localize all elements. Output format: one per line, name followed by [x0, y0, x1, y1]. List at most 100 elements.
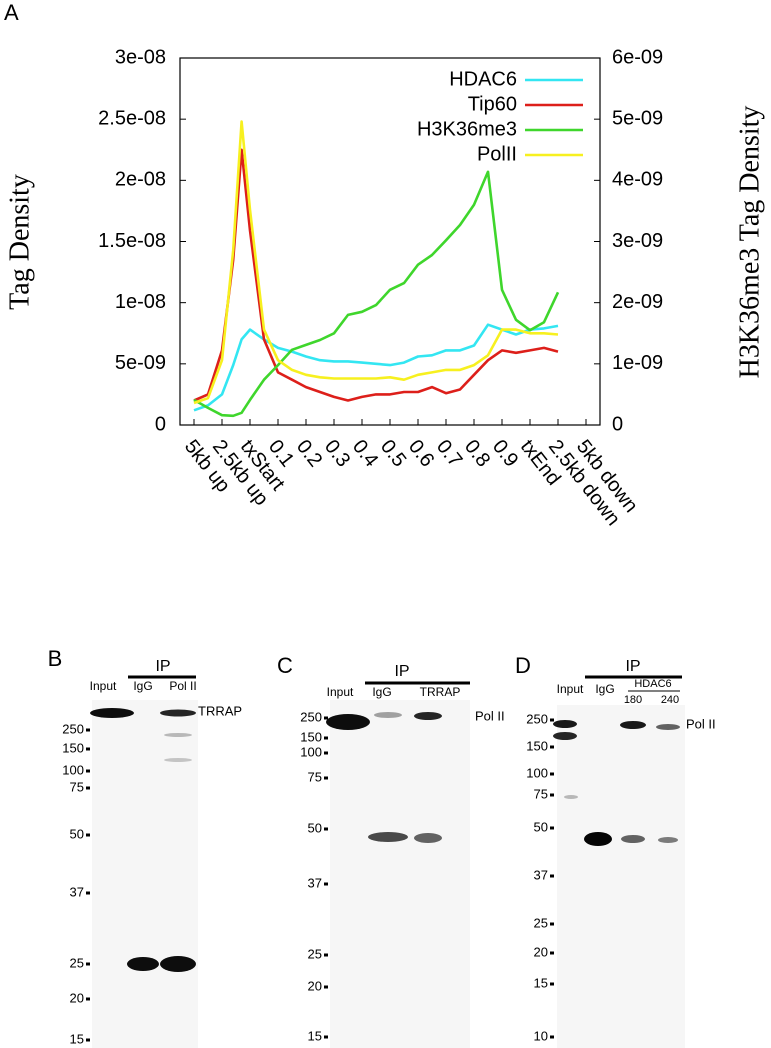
marker-tick	[324, 827, 328, 831]
blot-band	[160, 709, 196, 717]
blot-band	[621, 835, 645, 843]
lane-label: TRRAP	[420, 685, 461, 699]
blot-panel: D IP Input IgG HDAC6 180 240 250 150 100 75 50 37 25 2…	[515, 653, 716, 1048]
blot-band	[164, 758, 192, 762]
ip-label: IP	[155, 658, 170, 675]
marker-label: 15	[534, 975, 548, 990]
panel-letter: B	[48, 646, 63, 671]
x-tick-label: 0.4	[348, 436, 382, 471]
y2-axis-label: H3K36me3 Tag Density	[734, 106, 765, 379]
marker-label: 100	[300, 744, 322, 759]
marker-tick	[550, 745, 554, 749]
y-tick-label: 2.5e-08	[98, 107, 166, 129]
marker-label: 37	[308, 875, 322, 890]
marker-label: 20	[308, 978, 322, 993]
lane-label: IgG	[372, 685, 391, 699]
blot-band	[553, 732, 577, 740]
marker-tick	[550, 982, 554, 986]
blot-membrane	[330, 700, 470, 1048]
y-tick-label: 0	[155, 413, 166, 435]
marker-label: 100	[526, 765, 548, 780]
marker-label: 20	[534, 944, 548, 959]
marker-tick	[86, 747, 90, 751]
marker-label: 25	[70, 955, 84, 970]
marker-label: 50	[534, 819, 548, 834]
marker-label: 150	[526, 738, 548, 753]
marker-tick	[550, 874, 554, 878]
panel-letter: A	[4, 0, 19, 25]
panel-letter: D	[515, 653, 531, 678]
marker-tick	[86, 1038, 90, 1042]
plot-frame	[179, 57, 601, 426]
x-tick-label: 0.7	[432, 436, 466, 471]
lane-label: Input	[557, 682, 584, 696]
y2-tick-label: 6e-09	[612, 46, 663, 68]
marker-tick	[324, 751, 328, 755]
x-tick-label: 0.2	[292, 436, 326, 471]
marker-label: 150	[62, 740, 84, 755]
y2-tick-label: 1e-09	[612, 352, 663, 374]
y-tick-label: 1e-08	[115, 291, 166, 313]
blot-panel: B IP Input IgG Pol II 250 150 100 75 50 37 25 20 15 TR…	[48, 646, 242, 1048]
marker-tick	[86, 833, 90, 837]
blot-band	[326, 714, 370, 730]
marker-label: 250	[62, 721, 84, 736]
marker-tick	[550, 951, 554, 955]
marker-tick	[86, 786, 90, 790]
marker-tick	[324, 953, 328, 957]
legend-label: PolII	[477, 143, 517, 165]
blot-band	[164, 733, 192, 737]
ip-label: IP	[625, 658, 640, 675]
band-label: Pol II	[686, 716, 716, 731]
marker-label: 10	[534, 1028, 548, 1043]
marker-tick	[550, 826, 554, 830]
legend-label: HDAC6	[449, 68, 517, 90]
marker-label: 20	[70, 990, 84, 1005]
marker-label: 100	[62, 762, 84, 777]
y-tick-label: 3e-08	[115, 46, 166, 68]
series-line	[193, 323, 559, 412]
marker-tick	[550, 922, 554, 926]
marker-tick	[324, 985, 328, 989]
blot-band	[160, 956, 196, 972]
x-tick-label: 0.5	[376, 436, 410, 471]
x-tick-label: 0.6	[404, 436, 438, 471]
panel-letter: C	[277, 653, 293, 678]
series-line	[193, 170, 560, 418]
y2-tick-label: 0	[612, 413, 623, 435]
blot-band	[658, 837, 678, 843]
blot-band	[564, 795, 578, 799]
marker-label: 15	[308, 1028, 322, 1043]
y2-tick-label: 4e-09	[612, 169, 663, 191]
lane-label: 240	[661, 694, 679, 706]
lane-label: IgG	[595, 682, 614, 696]
marker-tick	[324, 736, 328, 740]
marker-label: 75	[70, 779, 84, 794]
marker-label: 15	[70, 1031, 84, 1046]
marker-tick	[86, 891, 90, 895]
legend-label: H3K36me3	[417, 118, 517, 140]
marker-tick	[324, 1035, 328, 1039]
y2-tick-label: 2e-09	[612, 291, 663, 313]
lane-label: Input	[90, 679, 117, 693]
marker-tick	[86, 962, 90, 966]
blot-band	[620, 721, 646, 729]
marker-tick	[324, 716, 328, 720]
lane-label: Input	[327, 685, 354, 699]
series-line	[193, 120, 559, 405]
legend-label: Tip60	[468, 93, 517, 115]
group-label: HDAC6	[634, 678, 671, 690]
marker-label: 37	[534, 867, 548, 882]
marker-label: 25	[308, 946, 322, 961]
marker-tick	[86, 728, 90, 732]
marker-tick	[550, 793, 554, 797]
marker-tick	[550, 718, 554, 722]
blot-band	[374, 712, 402, 718]
band-label: TRRAP	[198, 703, 242, 718]
x-tick-label: 0.8	[460, 436, 494, 471]
y-tick-label: 1.5e-08	[98, 230, 166, 252]
ip-label: IP	[394, 663, 409, 680]
lane-label: 180	[624, 694, 642, 706]
marker-label: 150	[300, 729, 322, 744]
